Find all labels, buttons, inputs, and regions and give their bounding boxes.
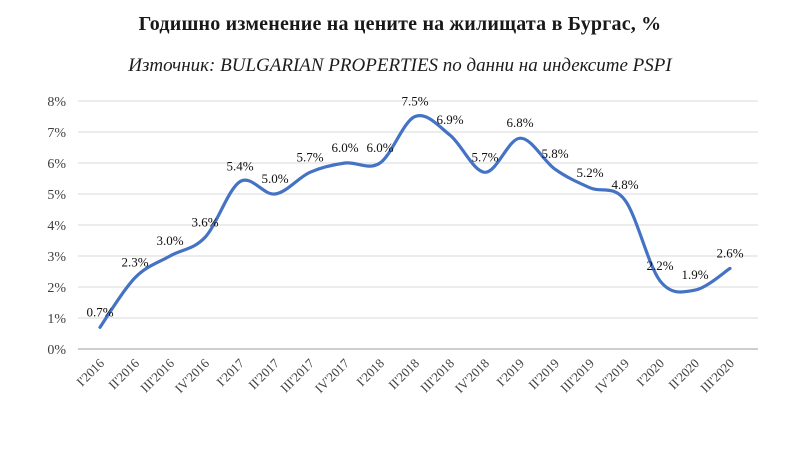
data-label: 2.2% (646, 258, 673, 273)
x-tick-label: I'2020 (633, 356, 667, 390)
x-tick-label: II'2016 (105, 355, 142, 392)
data-label: 5.2% (576, 165, 603, 180)
x-tick-label: I'2019 (493, 356, 527, 390)
x-tick-label: IV'2017 (312, 355, 353, 396)
y-tick-label: 8% (47, 95, 66, 110)
series-line (98, 114, 732, 329)
x-tick-label: II'2019 (525, 356, 562, 393)
data-label: 5.7% (471, 149, 498, 164)
data-label: 2.3% (121, 255, 148, 270)
x-tick-label: III'2017 (277, 355, 317, 395)
x-tick-label: II'2017 (245, 355, 282, 392)
data-label: 3.0% (156, 233, 183, 248)
line-chart-plot: 0%1%2%3%4%5%6%7%8%I'2016II'2016III'2016I… (47, 94, 758, 396)
x-tick-label: IV'2019 (592, 356, 632, 396)
data-label: 5.7% (296, 149, 323, 164)
x-tick-label: IV'2016 (172, 355, 213, 396)
data-label: 2.6% (716, 245, 743, 260)
y-tick-label: 5% (47, 188, 66, 203)
x-tick-label: II'2018 (385, 356, 422, 393)
x-tick-label: II'2020 (665, 356, 702, 393)
data-label: 1.9% (681, 267, 708, 282)
data-label: 7.5% (401, 94, 428, 109)
y-tick-label: 0% (47, 343, 66, 358)
chart-subtitle: Източник: BULGARIAN PROPERTIES по данни … (128, 55, 672, 76)
x-tick-label: III'2018 (417, 356, 457, 396)
data-label: 5.8% (541, 146, 568, 161)
y-tick-label: 6% (47, 157, 66, 172)
data-label: 5.0% (261, 171, 288, 186)
data-label: 6.8% (506, 115, 533, 130)
y-tick-label: 1% (47, 312, 66, 327)
data-label: 5.4% (226, 159, 253, 174)
data-label: 4.8% (611, 177, 638, 192)
x-tick-label: I'2016 (73, 355, 107, 389)
y-tick-label: 2% (47, 281, 66, 296)
data-label: 6.0% (331, 140, 358, 155)
chart-title: Годишно изменение на цените на жилищата … (138, 13, 662, 35)
y-tick-label: 7% (47, 126, 66, 141)
data-label: 0.7% (86, 304, 113, 319)
x-tick-label: IV'2018 (452, 356, 492, 396)
x-tick-label: I'2018 (353, 356, 387, 390)
data-label: 6.0% (366, 140, 393, 155)
data-label: 3.6% (191, 214, 218, 229)
x-tick-label: I'2017 (213, 355, 247, 389)
y-tick-label: 4% (47, 219, 66, 234)
x-tick-label: III'2019 (557, 356, 597, 396)
data-label: 6.9% (436, 112, 463, 127)
y-tick-label: 3% (47, 250, 66, 265)
x-tick-label: III'2020 (697, 356, 737, 396)
x-tick-label: III'2016 (137, 355, 177, 395)
